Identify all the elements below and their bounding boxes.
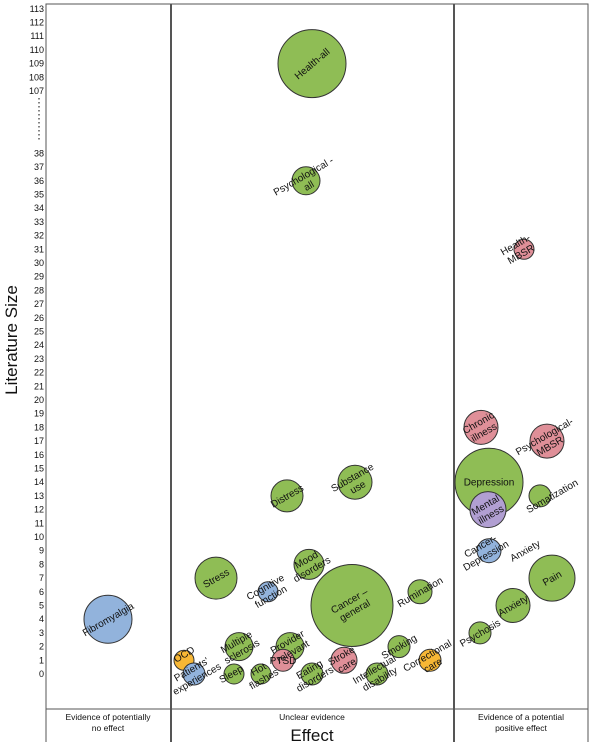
bubble-cancer-depression xyxy=(476,538,502,564)
bubble-pain xyxy=(528,554,576,602)
y-tick-label: 4 xyxy=(39,614,44,624)
y-tick-label: 109 xyxy=(29,59,44,69)
bubble-correctional-care xyxy=(418,648,442,672)
y-tick-label: 38 xyxy=(34,148,44,158)
x-axis-title: Effect xyxy=(290,726,333,745)
bubble-health-mbsr xyxy=(513,238,535,260)
y-tick-label: 0 xyxy=(39,669,44,679)
y-tick-label: 36 xyxy=(34,176,44,186)
y-tick-label: 16 xyxy=(34,450,44,460)
y-tick-label: 11 xyxy=(35,518,44,528)
bubble-psychological-mbsr xyxy=(529,423,565,459)
bubble-anxiety xyxy=(495,588,531,623)
y-tick-label: 18 xyxy=(34,422,44,432)
y-tick-label: 37 xyxy=(34,162,44,172)
y-tick-label: 110 xyxy=(30,45,44,55)
y-tick-label: 111 xyxy=(30,31,44,41)
bubble-distress xyxy=(270,479,304,513)
y-tick-label: 29 xyxy=(34,272,44,282)
bubble-rumination xyxy=(407,579,433,605)
y-tick-label: 7 xyxy=(39,573,44,583)
bubble-substance-use xyxy=(337,464,373,500)
bubble-smoking xyxy=(387,635,411,659)
y-tick-label: 10 xyxy=(34,532,44,542)
y-tick-label: 22 xyxy=(34,368,44,378)
y-tick-label: 31 xyxy=(34,244,44,254)
bubble-somatization xyxy=(528,484,552,508)
y-tick-label: 28 xyxy=(34,285,44,295)
y-axis-title: Literature Size xyxy=(2,285,21,395)
bubble-mental-illness xyxy=(469,491,507,529)
bubble-psychological-all xyxy=(291,166,321,196)
point-label-ptsd: PTSD xyxy=(270,656,297,667)
y-tick-label: 113 xyxy=(30,4,44,14)
bubble-multiple-sclerosis xyxy=(224,632,254,662)
y-tick-label: 107 xyxy=(29,86,44,96)
y-tick-label: 26 xyxy=(34,313,44,323)
bubble-stress xyxy=(194,556,238,600)
y-tick-label: 6 xyxy=(39,587,44,597)
y-tick-label: 13 xyxy=(34,491,44,501)
y-tick-label: 20 xyxy=(34,395,44,405)
y-tick-label: 14 xyxy=(34,477,44,487)
bubble-health-all xyxy=(277,29,347,99)
category-label: Unclear evidence xyxy=(279,712,345,722)
y-tick-label: 25 xyxy=(34,327,44,337)
bubble-patients-experiences xyxy=(182,662,206,686)
bubble-sleep xyxy=(223,663,245,685)
point-label-hot-flashes: Hotflashes xyxy=(242,657,280,692)
y-tick-label: 3 xyxy=(39,628,44,638)
y-tick-label: 15 xyxy=(34,464,44,474)
bubble-cancer-general xyxy=(310,564,394,647)
bubble-ptsd xyxy=(271,648,295,672)
bubble-psychosis xyxy=(468,621,492,645)
bubble-mood-disorders xyxy=(293,548,325,580)
bubble-chronic-illness xyxy=(463,409,499,445)
bubble-cognitive-function xyxy=(257,581,279,603)
bubble-eating-disorders xyxy=(300,662,324,686)
bubble-fibromyalgia xyxy=(83,594,133,644)
y-tick-label: 2 xyxy=(39,642,44,652)
y-tick-label: 9 xyxy=(39,546,44,556)
y-tick-label: 23 xyxy=(34,354,44,364)
category-label: Evidence of potentially no effect xyxy=(65,712,151,733)
category-label: Evidence of a potential positive effect xyxy=(478,712,564,733)
y-tick-label: 27 xyxy=(34,299,44,309)
y-tick-label: 1 xyxy=(39,655,44,665)
y-tick-label: 17 xyxy=(34,436,44,446)
y-tick-label: 19 xyxy=(34,409,44,419)
y-tick-label: 34 xyxy=(34,203,44,213)
y-tick-label: 112 xyxy=(30,18,44,28)
y-tick-label: 32 xyxy=(34,231,44,241)
y-tick-label: 35 xyxy=(34,190,44,200)
y-tick-label: 33 xyxy=(34,217,44,227)
bubble-hot-flashes xyxy=(250,663,272,685)
bubble-intellectual-disability xyxy=(365,662,389,686)
y-tick-label: 21 xyxy=(34,381,44,391)
y-tick-label: 24 xyxy=(34,340,44,350)
point-label-depression: Depression xyxy=(464,478,515,489)
y-tick-label: 108 xyxy=(29,72,44,82)
y-tick-label: 12 xyxy=(34,505,44,515)
y-tick-label: 5 xyxy=(39,601,44,611)
bubble-stroke-care xyxy=(330,646,358,674)
y-tick-label: 8 xyxy=(39,559,44,569)
y-tick-label: 30 xyxy=(34,258,44,268)
